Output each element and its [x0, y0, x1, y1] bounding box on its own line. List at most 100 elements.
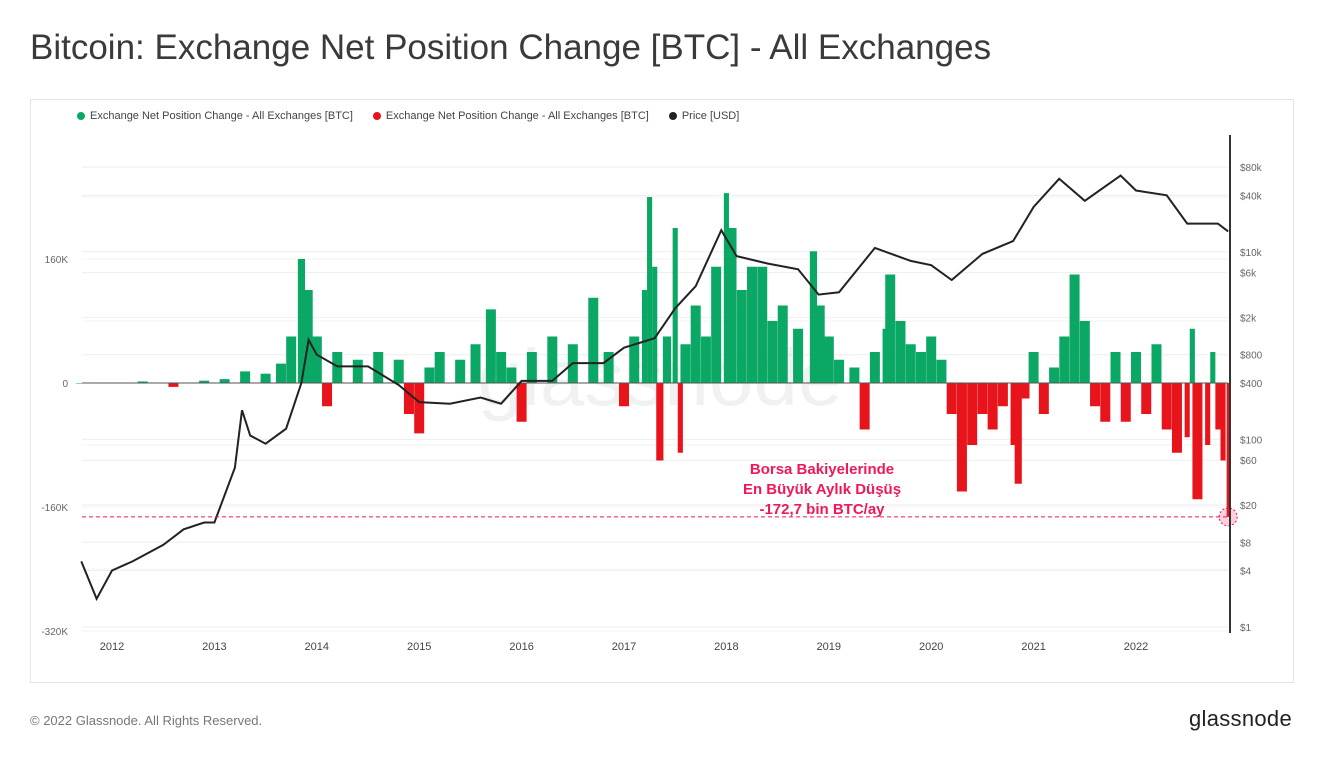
inflow-bar [747, 266, 757, 383]
inflow-bar [603, 352, 614, 383]
red-dot-icon [372, 112, 381, 120]
inflow-bar [885, 274, 896, 383]
inflow-bar [641, 290, 648, 383]
inflow-bar [672, 228, 678, 383]
legend-label: Exchange Net Position Change - All Excha… [385, 110, 649, 122]
inflow-bar [199, 380, 210, 383]
outflow-bar [168, 383, 179, 387]
inflow-bar [652, 266, 658, 383]
inflow-bar [1110, 352, 1121, 383]
inflow-bar [76, 383, 87, 384]
right-tick-label: $20 [1240, 501, 1257, 512]
inflow-bar [1069, 274, 1080, 383]
right-tick-label: $2k [1240, 313, 1257, 324]
inflow-bar [757, 266, 768, 383]
inflow-bar [1131, 352, 1141, 383]
inflow-bar [393, 359, 404, 383]
outflow-bar [403, 383, 414, 414]
outflow-bar [1014, 383, 1022, 484]
inflow-bar [373, 352, 384, 383]
legend-item-positive[interactable]: Exchange Net Position Change - All Excha… [77, 110, 353, 122]
inflow-bar [260, 373, 271, 383]
inflow-bar [352, 359, 363, 383]
legend-item-negative[interactable]: Exchange Net Position Change - All Excha… [372, 110, 649, 122]
x-tick-label: 2021 [1021, 641, 1045, 653]
outflow-bar [1038, 383, 1049, 414]
inflow-bar [905, 344, 916, 383]
inflow-bar [506, 367, 517, 383]
inflow-bar [1151, 344, 1162, 383]
inflow-bar [834, 359, 845, 383]
annotation-line-2: En Büyük Aylık Düşüş [743, 481, 901, 498]
inflow-bar [882, 328, 888, 383]
outflow-bar [1141, 383, 1152, 414]
right-tick-label: $10k [1240, 248, 1263, 259]
outflow-bar [1205, 383, 1211, 445]
x-tick-label: 2020 [919, 641, 943, 653]
right-tick-label: $800 [1240, 351, 1263, 362]
inflow-bar [332, 352, 343, 383]
inflow-bar [700, 336, 711, 383]
left-tick-label: -320K [41, 627, 68, 638]
inflow-bar [496, 352, 507, 383]
x-tick-label: 2018 [714, 641, 738, 653]
x-tick-label: 2017 [612, 641, 636, 653]
right-tick-label: $1 [1240, 623, 1252, 634]
inflow-bar [1028, 352, 1039, 383]
inflow-bar [680, 344, 691, 383]
legend-label: Price [USD] [681, 110, 740, 122]
inflow-bar [711, 266, 722, 383]
outflow-bar [956, 383, 967, 492]
x-tick-label: 2019 [817, 641, 841, 653]
inflow-bar [219, 379, 230, 383]
inflow-bar [240, 371, 251, 383]
inflow-bar [547, 336, 558, 383]
inflow-bar [895, 321, 906, 383]
inflow-bar [1079, 321, 1090, 383]
chart-panel [30, 99, 1294, 683]
outflow-bar [1090, 383, 1101, 407]
black-dot-icon [668, 112, 677, 120]
legend: Exchange Net Position Change - All Excha… [77, 110, 739, 122]
inflow-bar [823, 336, 834, 383]
inflow-bar [1210, 352, 1216, 383]
inflow-bar [736, 290, 747, 383]
inflow-bar [936, 359, 947, 383]
annotation-line-3: -172,7 bin BTC/ay [759, 501, 885, 518]
outflow-bar [859, 383, 870, 430]
outflow-bar [322, 383, 333, 407]
inflow-bar [286, 336, 297, 383]
glassnode-logo[interactable]: glassnode [1189, 706, 1292, 731]
legend-label: Exchange Net Position Change - All Excha… [90, 110, 353, 122]
inflow-bar [767, 321, 778, 383]
inflow-bar [485, 309, 496, 383]
x-tick-label: 2012 [100, 641, 124, 653]
left-tick-label: 0 [62, 379, 68, 390]
inflow-bar [275, 363, 286, 383]
inflow-bar [629, 336, 640, 383]
inflow-bar [137, 381, 148, 383]
legend-item-price[interactable]: Price [USD] [668, 110, 740, 122]
outflow-bar [967, 383, 978, 445]
inflow-bar [1059, 336, 1070, 383]
annotation-marker [1218, 507, 1238, 527]
inflow-bar [662, 336, 672, 383]
inflow-bar [647, 197, 653, 383]
right-tick-label: $80k [1240, 163, 1263, 174]
inflow-bar [726, 228, 737, 383]
outflow-bar [946, 383, 957, 414]
inflow-bar [723, 193, 729, 383]
right-tick-label: $400 [1240, 379, 1263, 390]
inflow-bar [526, 352, 537, 383]
inflow-bar [304, 290, 313, 383]
outflow-bar [619, 383, 629, 407]
outflow-bar [516, 383, 527, 422]
x-tick-label: 2015 [407, 641, 431, 653]
inflow-bar [1049, 367, 1060, 383]
outflow-bar [1220, 383, 1226, 461]
left-axis: 160K 0 -160K -320K [41, 255, 68, 638]
outflow-bar [1192, 383, 1203, 500]
inflow-bar [311, 336, 322, 383]
inflow-bar [455, 359, 466, 383]
